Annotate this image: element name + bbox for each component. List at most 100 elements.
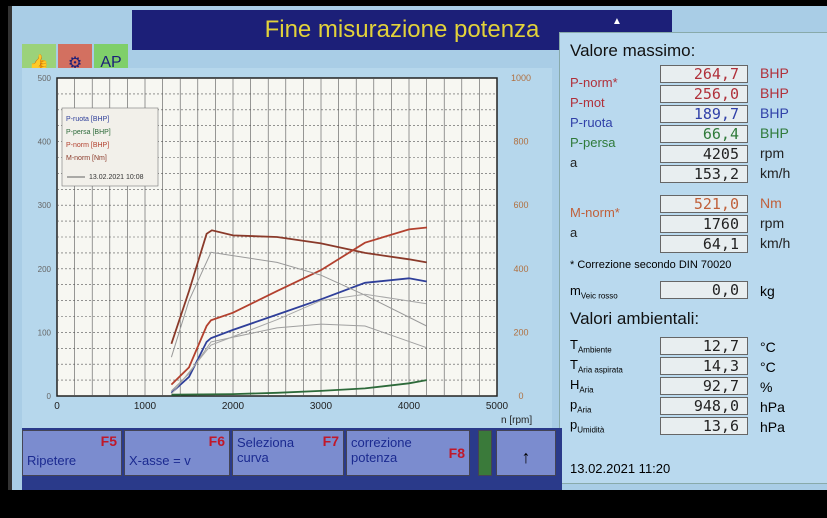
y-right-tick-label: 400: [513, 264, 528, 274]
max-row-label: a: [570, 225, 578, 240]
fkey-label: F8: [448, 445, 465, 461]
max-row-value: 256,0: [660, 85, 748, 103]
max-row-value: 521,0: [660, 195, 748, 213]
max-row-label: P-ruota: [570, 115, 613, 130]
mass-label: mVeic rosso: [570, 283, 618, 301]
env-symbol: T: [570, 337, 578, 352]
x-tick-label: 5000: [486, 401, 509, 412]
select-curve-button[interactable]: Seleziona curva F7: [232, 430, 344, 476]
legend-box: [61, 107, 159, 187]
max-values-panel: Valore massimo: P-norm* 264,7 BHP P-mot 2…: [559, 32, 827, 484]
max-row-value: 66,4: [660, 125, 748, 143]
env-symbol: T: [570, 357, 578, 372]
chart-panel: 0 1000 2000 3000 4000 5000 0 100 200 300 400 500 0 20…: [22, 68, 552, 428]
y-left-tick-label: 400: [38, 138, 52, 147]
max-row-unit: BHP: [760, 125, 789, 141]
max-row-unit: rpm: [760, 145, 785, 161]
series-line-m-norm: [170, 229, 427, 345]
env-sub: Aria: [577, 405, 592, 415]
max-row-label: P-mot: [570, 95, 605, 110]
mass-value: 0,0: [660, 281, 748, 299]
env-sub: Ambiente: [577, 345, 612, 355]
env-row-value: 948,0: [660, 397, 748, 415]
button-label: Seleziona curva: [237, 435, 295, 465]
max-row-value: 189,7: [660, 105, 748, 123]
max-row-unit: rpm: [760, 215, 785, 231]
din-note: * Correzione secondo DIN 70020: [570, 259, 732, 271]
env-symbol: H: [570, 377, 580, 392]
mass-unit: kg: [760, 283, 775, 299]
y-right-tick-label: 200: [513, 327, 528, 337]
env-row-label: pAria: [570, 397, 591, 415]
env-row-value: 12,7: [660, 337, 748, 355]
max-row-label: P-norm*: [570, 75, 618, 90]
x-tick-label: 4000: [398, 401, 421, 412]
x-axis-button[interactable]: X-asse = v F6: [124, 430, 230, 476]
env-sub: Umidità: [577, 425, 605, 435]
max-row-unit: km/h: [760, 165, 791, 181]
series-line-p-persa: [171, 379, 427, 396]
ripetere-button[interactable]: Ripetere F5: [22, 430, 122, 476]
y-right-tick-label: 0: [518, 391, 523, 401]
max-row-unit: BHP: [760, 65, 789, 81]
y-left-tick-label: 500: [38, 74, 52, 83]
env-row-unit: °C: [760, 339, 776, 355]
max-row-unit: BHP: [760, 85, 789, 101]
fkey-label: F7: [322, 433, 339, 449]
env-row-label: pUmidità: [570, 417, 604, 435]
status-led: [478, 430, 492, 476]
legend-date: 13.02.2021 10:08: [89, 174, 144, 181]
env-row-label: TAmbiente: [570, 337, 612, 355]
series-line-p-ruota: [170, 277, 427, 394]
fkey-label: F5: [100, 433, 117, 449]
max-row-value: 153,2: [660, 165, 748, 183]
max-row-value: 1760: [660, 215, 748, 233]
env-row-value: 13,6: [660, 417, 748, 435]
env-symbol: p: [570, 417, 578, 432]
env-sub: Aria aspirata: [577, 365, 623, 375]
x-tick-label: 2000: [222, 401, 245, 412]
up-arrow-icon[interactable]: ↑: [496, 430, 556, 476]
max-row-value: 4205: [660, 145, 748, 163]
legend-entry: M-norm [Nm]: [66, 155, 107, 162]
x-tick-label: 0: [54, 401, 60, 412]
max-row-label: P-persa: [570, 135, 616, 150]
max-row-unit: BHP: [760, 105, 789, 121]
max-row-value: 64,1: [660, 235, 748, 253]
y-left-tick-label: 0: [47, 392, 52, 401]
env-sub: Aria: [579, 385, 594, 395]
max-row-unit: Nm: [760, 195, 782, 211]
y-right-tick-label: 1000: [511, 73, 531, 83]
env-row-label: HAria: [570, 377, 594, 395]
fkey-label: F6: [208, 433, 225, 449]
legend-entry: P-ruota [BHP]: [66, 116, 109, 123]
function-key-bar: Ripetere F5 X-asse = v F6 Seleziona curva F…: [22, 428, 562, 490]
env-symbol: p: [570, 397, 578, 412]
mouse-cursor-icon: ▲: [612, 16, 622, 27]
power-correction-button[interactable]: correzione potenza F8: [346, 430, 470, 476]
env-row-value: 14,3: [660, 357, 748, 375]
dyno-screen: Fine misurazione potenza ▲ 👍 ⚙ AP 0 1000 2…: [8, 6, 827, 490]
mass-sub: Veic rosso: [580, 291, 618, 301]
y-right-tick-label: 600: [513, 200, 528, 210]
reference-curve: [171, 323, 427, 392]
env-heading: Valori ambientali:: [570, 309, 700, 328]
button-label: correzione potenza: [351, 435, 412, 465]
x-axis-label: n [rpm]: [501, 415, 532, 426]
mass-symbol: m: [570, 283, 581, 298]
button-label: Ripetere: [27, 453, 77, 468]
x-tick-label: 3000: [310, 401, 333, 412]
reference-curve: [170, 251, 427, 358]
env-row-unit: hPa: [760, 399, 785, 415]
max-heading: Valore massimo:: [570, 41, 696, 60]
power-torque-chart: 0 1000 2000 3000 4000 50000100200300400500020…: [38, 73, 533, 426]
max-row-value: 264,7: [660, 65, 748, 83]
env-row-unit: hPa: [760, 419, 785, 435]
env-row-value: 92,7: [660, 377, 748, 395]
legend-entry: P-persa [BHP]: [66, 129, 111, 136]
y-left-tick-label: 200: [38, 265, 52, 274]
max-row-label: M-norm*: [570, 205, 620, 220]
legend-entry: P-norm [BHP]: [66, 142, 109, 149]
y-right-tick-label: 800: [513, 137, 528, 147]
bezel: [0, 490, 827, 518]
